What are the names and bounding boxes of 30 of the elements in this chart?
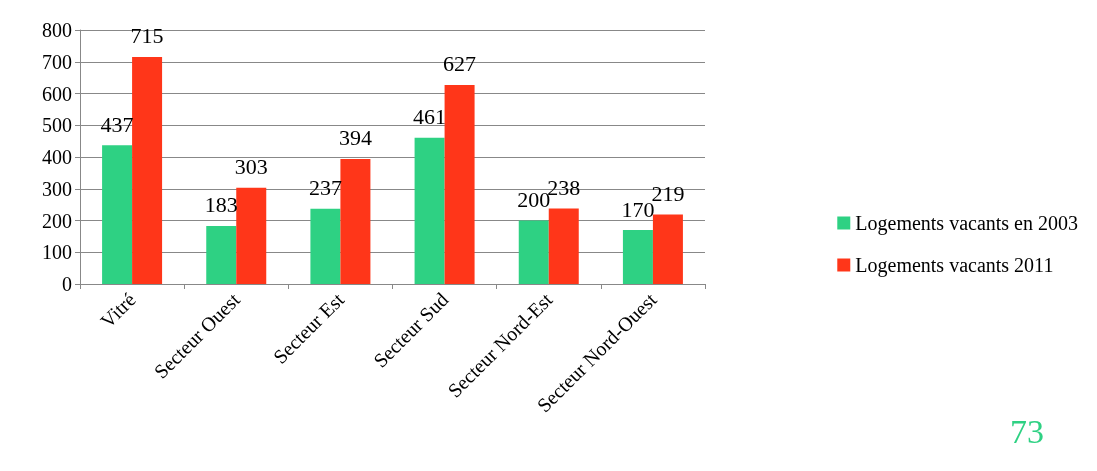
x-tick-label: Vitré [96,288,140,332]
bar [206,225,237,284]
legend-label: Logements vacants en 2003 [855,212,1078,235]
bar [236,187,267,284]
bar [444,84,475,284]
bar [102,145,133,284]
bar [414,137,445,284]
y-tick-label: 400 [42,146,72,168]
y-tick-label: 600 [42,82,72,105]
y-tick-label: 200 [42,209,72,232]
y-tick-label: 700 [42,50,72,73]
data-label: 461 [413,104,447,130]
y-tick-label: 100 [42,241,72,264]
bar [518,220,549,284]
bar [622,230,653,284]
y-tick-label: 300 [42,177,72,200]
bar [310,208,341,284]
data-label: 627 [443,51,477,77]
bar [652,214,683,284]
text: 73 [1010,412,1044,450]
bar [548,208,579,284]
y-tick-label: 500 [42,114,72,137]
bar [340,158,371,284]
y-tick-label: 800 [42,19,72,41]
data-label: 303 [234,154,268,180]
y-tick-label: 0 [62,273,72,295]
bar [132,56,163,284]
legend-label: Logements vacants 2011 [855,254,1054,277]
data-label: 394 [338,125,372,151]
data-label: 715 [130,23,164,49]
